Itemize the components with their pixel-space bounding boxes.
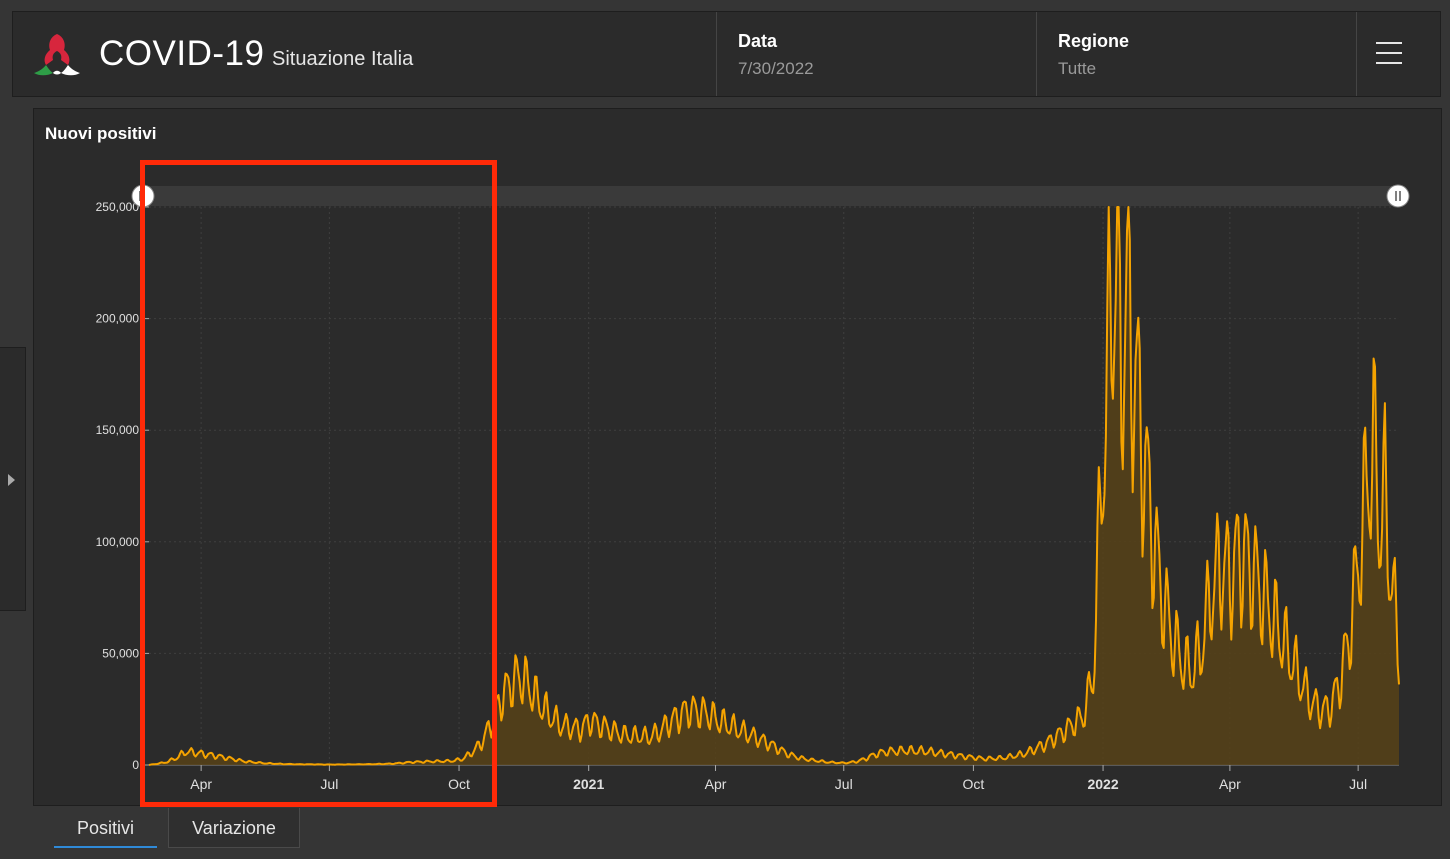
chart-panel: Nuovi positivi 0 50,000 100,000 150,000 200,… — [33, 108, 1442, 806]
x-tick-label: Oct — [448, 776, 470, 792]
x-tick-label: Oct — [963, 776, 985, 792]
tab-positivi[interactable]: Positivi — [54, 808, 157, 848]
region-label: Regione — [1058, 31, 1130, 51]
header-divider — [1036, 12, 1037, 96]
cases-area — [149, 207, 1399, 765]
y-tick-label: 200,000 — [96, 312, 140, 326]
header-divider — [1356, 12, 1357, 96]
date-value: 7/30/2022 — [738, 59, 814, 78]
region-value: Tutte — [1058, 59, 1097, 78]
range-slider-track[interactable] — [144, 186, 1399, 206]
x-tick-label: Apr — [190, 776, 212, 792]
y-axis: 0 50,000 100,000 150,000 200,000 250,000 — [96, 200, 149, 772]
new-cases-chart: 0 50,000 100,000 150,000 200,000 250,000 Apr J… — [96, 184, 1410, 792]
region-field[interactable]: Regione Tutte — [1037, 12, 1356, 96]
x-axis: Apr Jul Oct 2021 Apr Jul Oct 2022 Apr Jul — [149, 764, 1399, 792]
y-tick-label: 250,000 — [96, 200, 140, 214]
side-panel-toggle[interactable] — [0, 347, 26, 611]
app-subtitle: Situazione Italia — [272, 48, 414, 70]
x-tick-label: 2021 — [573, 776, 604, 792]
app-title: COVID-19 — [99, 34, 265, 73]
cases-line — [148, 206, 1400, 766]
x-tick-label: Apr — [1219, 776, 1241, 792]
y-tick-label: 50,000 — [102, 646, 139, 660]
x-tick-label: Apr — [705, 776, 727, 792]
app-header: COVID-19 Situazione Italia Data 7/30/202… — [12, 11, 1441, 97]
hamburger-menu-icon[interactable] — [1376, 42, 1402, 66]
x-tick-label: Jul — [835, 776, 853, 792]
range-slider[interactable] — [131, 184, 1410, 208]
y-tick-label: 100,000 — [96, 535, 140, 549]
y-tick-label: 0 — [132, 758, 139, 772]
x-tick-label: Jul — [320, 776, 338, 792]
range-slider-end-handle[interactable] — [1386, 184, 1410, 208]
date-field[interactable]: Data 7/30/2022 — [717, 12, 1036, 96]
x-tick-label: Jul — [1349, 776, 1367, 792]
italy-virus-logo-icon — [34, 34, 80, 76]
header-divider — [716, 12, 717, 96]
y-tick-label: 150,000 — [96, 423, 140, 437]
x-tick-label: 2022 — [1087, 776, 1118, 792]
range-slider-start-handle[interactable] — [131, 184, 155, 208]
chart-title: Nuovi positivi — [45, 124, 157, 143]
date-label: Data — [738, 31, 778, 51]
tab-variazione[interactable]: Variazione — [168, 808, 300, 848]
caret-right-icon — [8, 474, 15, 486]
